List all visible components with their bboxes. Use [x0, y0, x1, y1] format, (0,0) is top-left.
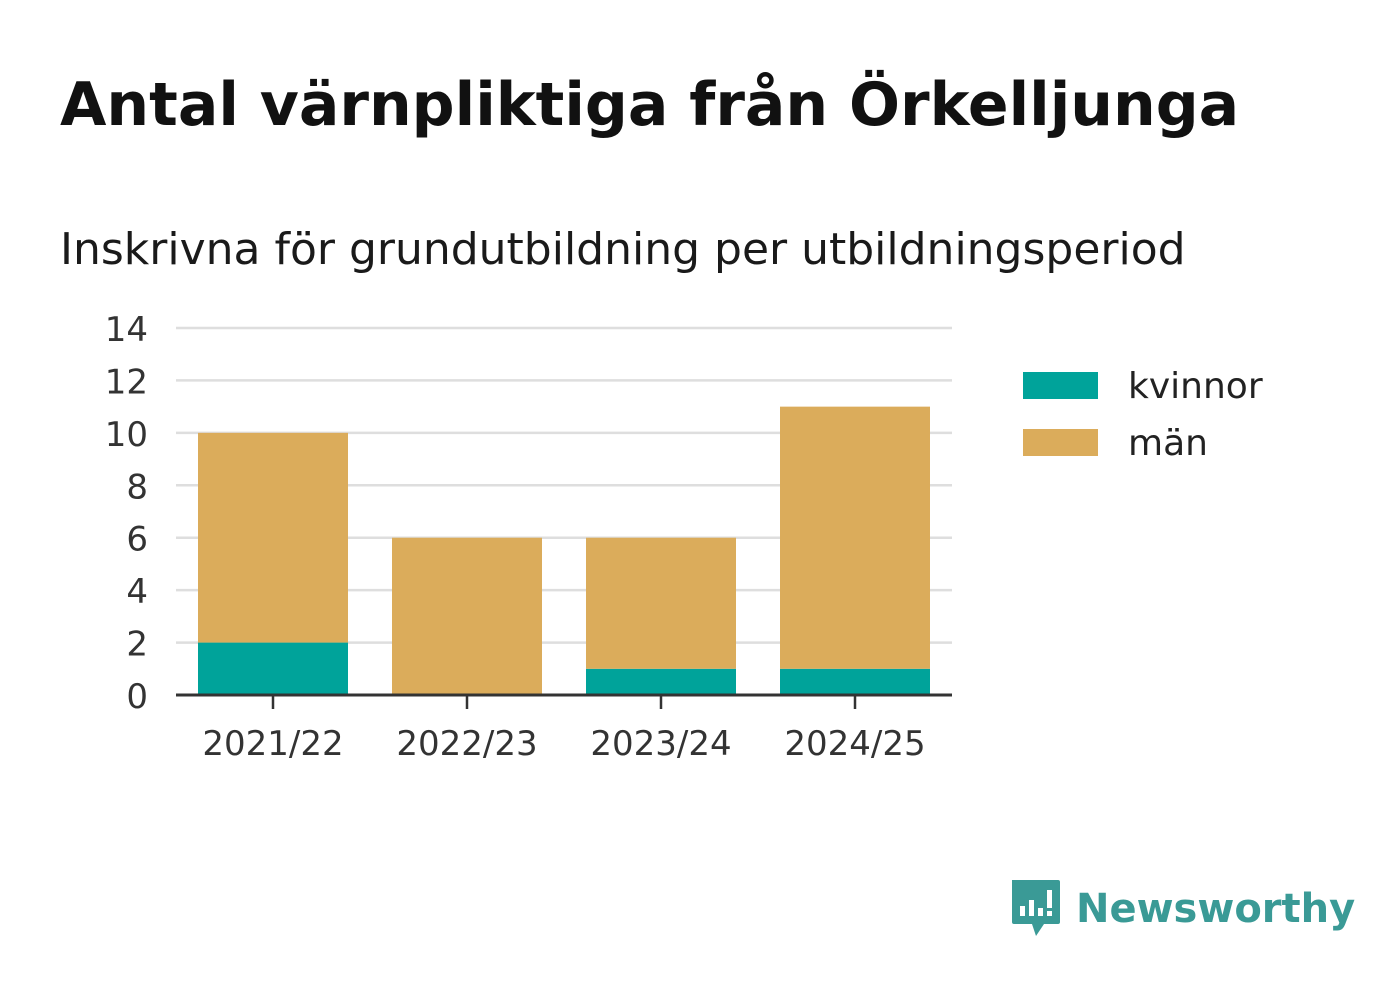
legend-swatch-män: [1023, 429, 1098, 456]
legend: kvinnor män: [1023, 366, 1263, 464]
legend-label-män: män: [1128, 423, 1208, 464]
brand-logo: Newsworthy: [1010, 878, 1355, 940]
x-tick-label: 2023/24: [590, 724, 731, 764]
y-tick-label: 10: [105, 415, 148, 455]
bar-segment-män: [198, 432, 348, 643]
x-tick-label: 2021/22: [202, 724, 343, 764]
y-tick-label: 12: [105, 362, 148, 402]
chart-subtitle: Inskrivna för grundutbildning per utbild…: [60, 224, 1186, 275]
newsworthy-logo-icon: [1012, 880, 1060, 936]
y-tick-label: 8: [126, 467, 148, 507]
legend-label-kvinnor: kvinnor: [1128, 366, 1263, 407]
bar-segment-kvinnor: [780, 668, 930, 695]
y-tick-label: 0: [126, 677, 148, 717]
bar-segment-män: [586, 537, 736, 669]
brand-name: Newsworthy: [1076, 886, 1356, 932]
bar-segment-kvinnor: [586, 668, 736, 695]
x-tick-label: 2022/23: [396, 724, 537, 764]
chart-title: Antal värnpliktiga från Örkelljunga: [60, 70, 1240, 140]
y-tick-label: 6: [126, 520, 148, 560]
x-tick-label: 2024/25: [784, 724, 925, 764]
bars: [198, 406, 930, 695]
y-tick-label: 4: [126, 572, 148, 612]
bar-segment-män: [392, 537, 542, 695]
axes: 0 2 4 6 8 10 12 14 2021/22 2022/23 2023/24 2024/25: [105, 310, 952, 764]
y-tick-label: 14: [105, 310, 148, 350]
legend-swatch-kvinnor: [1023, 372, 1098, 399]
bar-segment-kvinnor: [198, 642, 348, 695]
bar-segment-män: [780, 406, 930, 669]
y-tick-label: 2: [126, 625, 148, 665]
